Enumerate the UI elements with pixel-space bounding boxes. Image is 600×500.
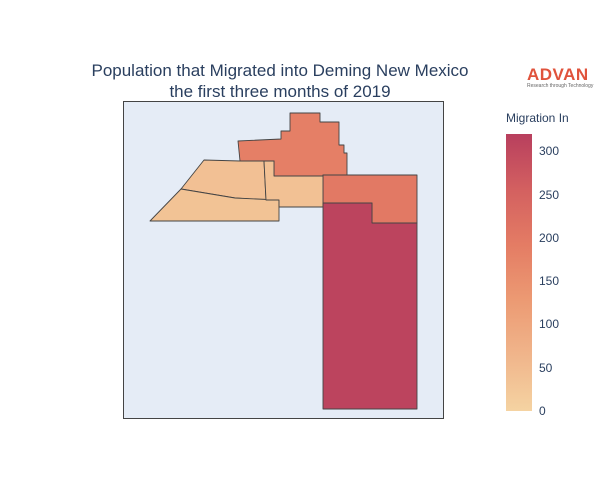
- colorbar-fill: [506, 134, 532, 411]
- choropleth-map: [149, 112, 418, 410]
- colorbar-tick-50: 50: [539, 360, 553, 375]
- map-region-center-west-block[interactable]: [149, 188, 280, 222]
- colorbar-tick-250: 250: [539, 187, 560, 202]
- advan-logo: ADVAN Research through Technology: [527, 66, 593, 92]
- colorbar-tick-0: 0: [539, 404, 546, 418]
- colorbar-tick-100: 100: [539, 317, 560, 332]
- logo-wordmark: ADVAN: [527, 65, 589, 84]
- colorbar-tick-150: 150: [539, 274, 560, 289]
- map-title-line1: Population that Migrated into Deming New…: [91, 61, 469, 80]
- map-title-line2: the first three months of 2019: [169, 82, 391, 101]
- colorbar-tick-300: 300: [539, 144, 560, 159]
- colorbar-tick-200: 200: [539, 230, 560, 245]
- map-title: Population that Migrated into Deming New…: [0, 60, 560, 102]
- map-region-south-east-block[interactable]: [322, 202, 418, 410]
- logo-tagline: Research through Technology: [527, 83, 594, 89]
- colorbar-gradient: [506, 134, 532, 411]
- colorbar-title: Migration In: [506, 111, 569, 125]
